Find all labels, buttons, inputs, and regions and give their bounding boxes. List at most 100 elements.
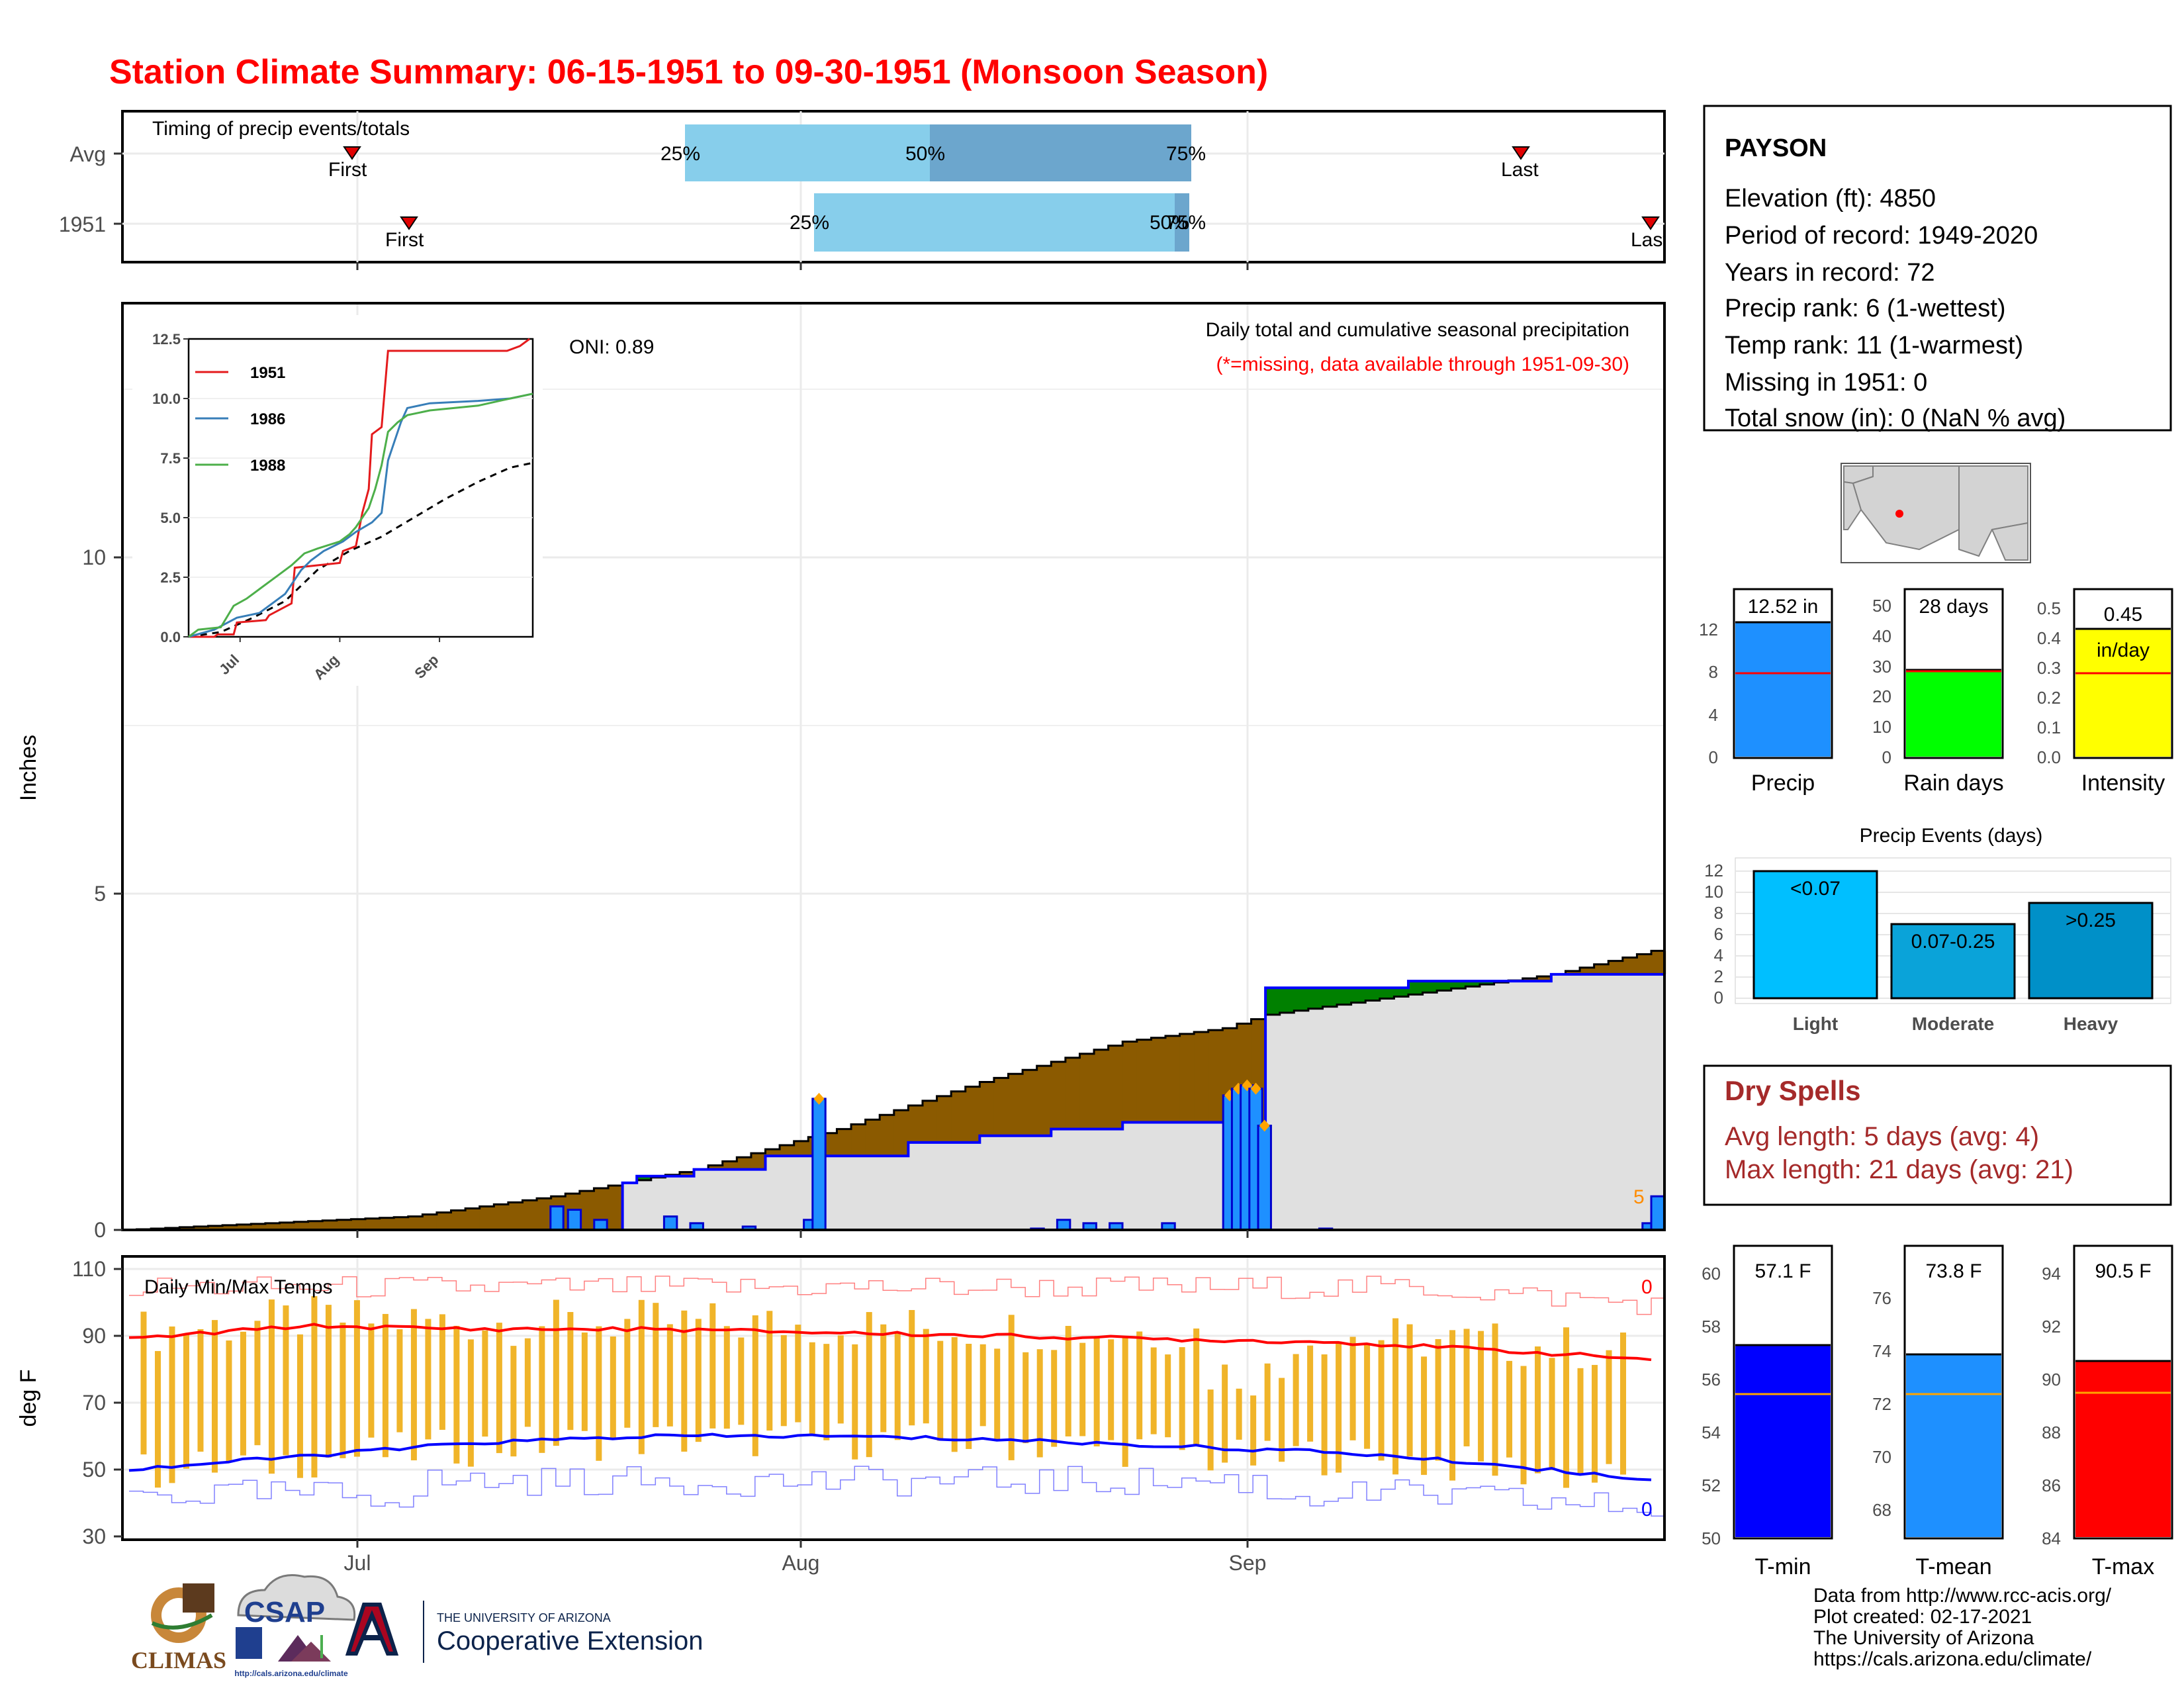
- daily-temp-range-bar: [1592, 1364, 1598, 1483]
- svg-text:76: 76: [1872, 1288, 1891, 1308]
- mini-bar-panels: 12.52 in Precip 0 4 8 12 28 days Rain da…: [1699, 588, 2173, 796]
- svg-text:20: 20: [1872, 686, 1891, 706]
- surplus-segment: [1394, 988, 1409, 997]
- daily-temp-range-bar: [311, 1296, 318, 1477]
- deficit-segment: [1522, 978, 1537, 982]
- daily-temp-range-bar: [937, 1340, 944, 1441]
- surplus-segment: [1465, 981, 1480, 987]
- deficit-segment: [336, 1219, 352, 1230]
- surplus-segment: [1279, 988, 1295, 1013]
- daily-temp-range-bar: [1165, 1354, 1171, 1438]
- deficit-segment: [1208, 1030, 1223, 1123]
- daily-temp-range-bar: [226, 1340, 232, 1463]
- precip-panel: 0 5 10 Inches ONI: 0.89 Daily total and …: [16, 302, 1666, 1242]
- daily-temp-range-bar: [1549, 1358, 1555, 1470]
- svg-text:4: 4: [1709, 705, 1718, 725]
- temp-frame: [121, 1255, 1666, 1541]
- ua-big-text: Cooperative Extension: [437, 1626, 703, 1656]
- dry-spells-title: Dry Spells: [1725, 1075, 1860, 1106]
- deficit-segment: [708, 1165, 723, 1170]
- deficit-segment: [1165, 1035, 1181, 1123]
- svg-text:68: 68: [1872, 1500, 1891, 1520]
- svg-text:6: 6: [1714, 924, 1723, 944]
- daily-temp-range-bar: [254, 1321, 261, 1446]
- daily-temp-range-bar: [1264, 1363, 1271, 1441]
- daily-temp-range-bar: [624, 1319, 631, 1428]
- station-info-box: PAYSON Elevation (ft): 4850 Period of re…: [1703, 105, 2172, 432]
- daily-temp-range-bar: [340, 1323, 346, 1458]
- svg-text:50: 50: [1702, 1528, 1721, 1548]
- daily-temp-range-bar: [1036, 1349, 1043, 1458]
- daily-temp-range-bar: [1620, 1332, 1627, 1475]
- csap-logo[interactable]: CSAP http://cals.arizona.edu/climate: [234, 1574, 356, 1679]
- yr-p25-label: 25%: [790, 212, 829, 234]
- raindays-mini-value: 28 days: [1919, 596, 1988, 618]
- avg-first-marker: [343, 146, 361, 160]
- tmax-label: T-max: [2092, 1554, 2154, 1579]
- tmax-value: 90.5 F: [2095, 1260, 2151, 1282]
- daily-temp-range-bar: [1392, 1318, 1399, 1475]
- daily-precip-bar: [1650, 1195, 1665, 1231]
- tmean-yticks: 68 70 72 74 76: [1872, 1288, 1891, 1520]
- deficit-segment: [1036, 1066, 1052, 1136]
- svg-text:12: 12: [1699, 620, 1718, 639]
- deficit-segment: [737, 1157, 752, 1170]
- svg-text:84: 84: [2042, 1528, 2061, 1548]
- deficit-segment: [936, 1096, 952, 1143]
- deficit-segment: [965, 1086, 980, 1143]
- precip-ytick-0: 0: [94, 1218, 106, 1242]
- inset-ytick-label: 5.0: [160, 510, 181, 526]
- deficit-segment: [537, 1198, 552, 1230]
- tmean-value: 73.8 F: [1925, 1260, 1981, 1282]
- station-line-6: Total snow (in): 0 (NaN % avg): [1725, 404, 2066, 432]
- daily-temp-range-bar: [425, 1319, 432, 1440]
- station-line-3: Precip rank: 6 (1-wettest): [1725, 295, 2005, 322]
- daily-temp-range-bar: [197, 1329, 204, 1452]
- climas-logo[interactable]: CLIMAS: [131, 1583, 226, 1673]
- daily-temp-range-bar: [1321, 1354, 1328, 1476]
- precip-mini-yticks: 0 4 8 12: [1699, 620, 1718, 767]
- daily-temp-range-bar: [709, 1303, 716, 1429]
- surplus-segment: [1422, 981, 1437, 993]
- daily-temp-range-bar: [1293, 1354, 1299, 1446]
- svg-text:50: 50: [1872, 596, 1891, 616]
- heavy-day-marker: [1250, 1082, 1261, 1095]
- record-high-line: [129, 1276, 1666, 1315]
- daily-temp-range-bar: [382, 1313, 388, 1458]
- avg-last-marker: [1512, 146, 1530, 160]
- daily-temp-range-bar: [1193, 1328, 1200, 1445]
- daily-temp-range-bar: [183, 1334, 189, 1469]
- events-bar: [1752, 870, 1878, 1000]
- end-marker: 5: [1633, 1186, 1645, 1208]
- daily-temp-range-bar: [1421, 1356, 1428, 1476]
- daily-precip-bar: [1257, 1125, 1272, 1231]
- daily-temp-range-bar: [553, 1299, 559, 1446]
- station-line-0: Elevation (ft): 4850: [1725, 185, 1936, 212]
- footer-line-0: Data from http://www.rcc-acis.org/: [1813, 1585, 2112, 1607]
- deficit-segment: [508, 1202, 523, 1230]
- events-category: Heavy: [2064, 1013, 2118, 1034]
- temp-min-count: 0: [1641, 1499, 1653, 1521]
- intensity-mini-unit: in/day: [2097, 639, 2150, 661]
- deficit-segment: [951, 1091, 966, 1143]
- ua-logo[interactable]: THE UNIVERSITY OF ARIZONA Cooperative Ex…: [345, 1601, 703, 1663]
- deficit-segment: [780, 1145, 795, 1156]
- deficit-segment: [279, 1222, 295, 1230]
- svg-text:10: 10: [1704, 882, 1723, 902]
- daily-temp-range-bar: [1108, 1339, 1115, 1440]
- surplus-segment: [1408, 981, 1424, 995]
- yr-last-label: Last: [1631, 229, 1668, 251]
- temp-ytick-30: 30: [82, 1524, 106, 1548]
- yr-bar-50-75: [1175, 193, 1189, 252]
- daily-temp-range-bar: [1122, 1337, 1128, 1467]
- deficit-segment: [1637, 954, 1652, 974]
- daily-temp-range-bar: [1023, 1352, 1029, 1444]
- inset-legend-label: 1951: [250, 364, 285, 382]
- svg-text:90: 90: [2042, 1370, 2061, 1389]
- daily-temp-range-bar: [1250, 1395, 1257, 1466]
- events-bar-label: <0.07: [1790, 878, 1841, 900]
- station-location-dot: [1895, 510, 1903, 518]
- daily-temp-range-bar: [979, 1344, 986, 1427]
- daily-temp-range-bar: [410, 1309, 417, 1461]
- daily-temp-range-bar: [752, 1315, 758, 1456]
